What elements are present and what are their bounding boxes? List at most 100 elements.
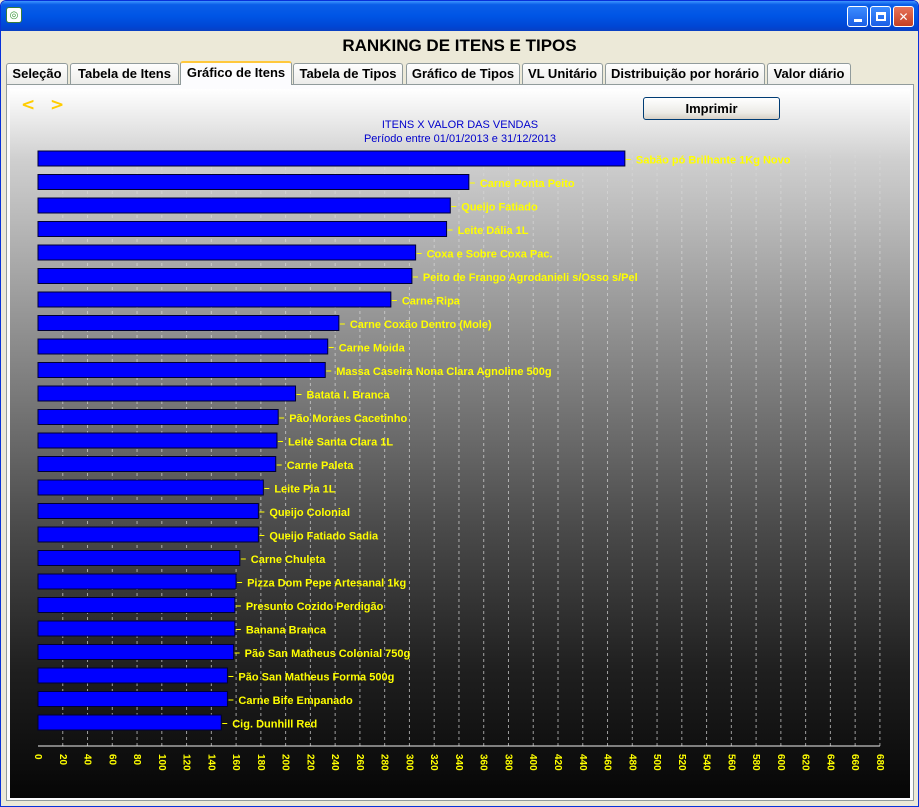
close-button[interactable]: ✕ xyxy=(893,6,914,27)
bar-chart: Sabão pó Brilhante 1Kg Novo Carne Ponta P… xyxy=(32,149,885,771)
x-tick-label: 120 xyxy=(181,754,192,771)
x-tick-label: 640 xyxy=(824,754,835,771)
x-tick-label: 360 xyxy=(478,754,489,771)
x-tick-label: 240 xyxy=(329,754,340,771)
bar xyxy=(37,456,277,472)
x-tick-label: 160 xyxy=(230,754,241,771)
bar xyxy=(37,714,222,731)
tab-tabela-de-tipos[interactable]: Tabela de Tipos xyxy=(293,63,403,84)
bar-label: Presunto Cozido Perdigão xyxy=(246,601,384,613)
bar xyxy=(37,362,326,378)
tab-bar: Seleção Tabela de Itens Gráfico de Itens… xyxy=(1,61,918,85)
tab-distribuicao-por-horario[interactable]: Distribuição por horário xyxy=(605,63,765,84)
x-tick-label: 0 xyxy=(32,754,43,760)
bar-label: Pão San Matheus Colonial 750g xyxy=(245,648,411,660)
x-tick-label: 340 xyxy=(453,754,464,771)
bar xyxy=(37,550,241,566)
x-tick-label: 60 xyxy=(106,754,117,766)
bar xyxy=(37,691,228,707)
bar xyxy=(37,244,417,261)
x-tick-label: 660 xyxy=(849,754,860,771)
x-tick-label: 200 xyxy=(280,754,291,771)
x-tick-label: 680 xyxy=(874,754,885,771)
bar-label: Batata I. Branca xyxy=(307,390,391,402)
bar xyxy=(37,479,264,496)
bar-label: Sabão pó Brilhante 1Kg Novo xyxy=(636,155,791,167)
tab-panel: < > Imprimir ITENS X VALOR DAS VENDAS Pe… xyxy=(6,84,914,801)
bar xyxy=(37,526,259,543)
x-tick-label: 420 xyxy=(552,754,563,771)
x-tick-label: 480 xyxy=(626,754,637,771)
x-tick-label: 560 xyxy=(725,754,736,771)
bar-label: Leite Santa Clara 1L xyxy=(288,437,393,449)
page-title: RANKING DE ITENS E TIPOS xyxy=(342,36,577,55)
bar-label: Banana Branca xyxy=(246,625,327,637)
x-tick-label: 40 xyxy=(82,754,93,766)
bar-label: Pão San Matheus Forma 500g xyxy=(238,672,394,684)
tab-tabela-de-itens[interactable]: Tabela de Itens xyxy=(70,63,179,84)
bar-label: Leite Dália 1L xyxy=(458,225,529,237)
minimize-icon xyxy=(853,19,862,22)
minimize-button[interactable] xyxy=(847,6,868,27)
x-tick-label: 220 xyxy=(304,754,315,771)
bar xyxy=(37,221,448,237)
tab-vl-unitario[interactable]: VL Unitário xyxy=(522,63,603,84)
maximize-button[interactable] xyxy=(870,6,891,27)
bar xyxy=(37,644,235,660)
bar xyxy=(37,667,228,684)
tab-selecao[interactable]: Seleção xyxy=(6,63,68,84)
bar xyxy=(37,197,451,214)
chart-area: < > Imprimir ITENS X VALOR DAS VENDAS Pe… xyxy=(10,89,910,798)
x-tick-label: 300 xyxy=(403,754,414,771)
tab-valor-diario[interactable]: Valor diário xyxy=(767,63,851,84)
bar-label: Queijo Colonial xyxy=(269,507,350,519)
bar xyxy=(37,409,279,425)
bar xyxy=(37,573,237,590)
bar xyxy=(37,620,236,637)
x-tick-label: 520 xyxy=(676,754,687,771)
bar xyxy=(37,597,236,613)
chart-title: ITENS X VALOR DAS VENDAS xyxy=(381,119,539,131)
x-tick-label: 280 xyxy=(379,754,390,771)
bar-label: Peito de Frango Agrodanieli s/Osso s/Pel xyxy=(423,272,638,284)
x-tick-label: 140 xyxy=(205,754,216,771)
x-tick-label: 600 xyxy=(775,754,786,771)
bar-label: Carne Bife Empanado xyxy=(238,695,353,707)
bar xyxy=(37,432,278,449)
bar xyxy=(37,150,626,167)
x-tick-label: 20 xyxy=(57,754,68,766)
bar xyxy=(37,268,413,284)
bar xyxy=(37,291,392,308)
bar-label: Queijo Fatiado xyxy=(461,202,538,214)
x-tick-label: 460 xyxy=(602,754,613,771)
bar xyxy=(37,174,470,190)
bar-label: Carne Ripa xyxy=(402,296,461,308)
x-tick-label: 580 xyxy=(750,754,761,771)
x-tick-label: 180 xyxy=(255,754,266,771)
x-tick-label: 440 xyxy=(577,754,588,771)
bar-label: Pizza Dom Pepe Artesanal 1kg xyxy=(247,578,406,590)
x-tick-label: 80 xyxy=(131,754,142,766)
bar-label: Carne Moida xyxy=(339,343,406,355)
bar xyxy=(37,385,297,402)
bar xyxy=(37,315,340,331)
app-icon[interactable]: ◎ xyxy=(6,7,22,23)
bar-label: Cig. Dunhill Red xyxy=(232,719,317,731)
tab-grafico-de-itens[interactable]: Gráfico de Itens xyxy=(180,61,292,85)
x-tick-label: 260 xyxy=(354,754,365,771)
chart-subtitle: Período entre 01/01/2013 e 31/12/2013 xyxy=(363,133,557,145)
title-bar[interactable]: ◎ ✕ xyxy=(1,1,918,31)
bar-label: Queijo Fatiado Sadia xyxy=(269,531,379,543)
x-tick-label: 380 xyxy=(502,754,513,771)
x-tick-label: 500 xyxy=(651,754,662,771)
maximize-icon xyxy=(875,12,886,21)
bar-label: Coxa e Sobre Coxa Pac. xyxy=(427,249,553,261)
previous-arrow-button[interactable]: < xyxy=(21,95,36,115)
tab-grafico-de-tipos[interactable]: Gráfico de Tipos xyxy=(406,63,520,84)
x-tick-label: 620 xyxy=(800,754,811,771)
print-button[interactable]: Imprimir xyxy=(643,97,780,120)
bar-label: Carne Coxão Dentro (Mole) xyxy=(350,319,492,331)
bar xyxy=(37,503,259,519)
next-arrow-button[interactable]: > xyxy=(50,95,65,115)
